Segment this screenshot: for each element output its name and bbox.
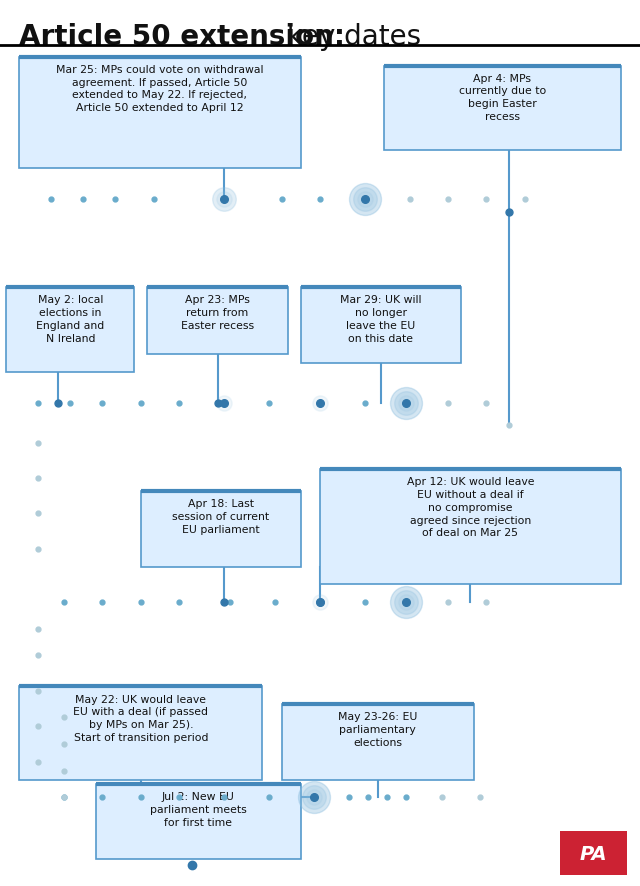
FancyBboxPatch shape — [560, 831, 627, 875]
Text: Apr 18: Last
session of current
EU parliament: Apr 18: Last session of current EU parli… — [172, 499, 269, 534]
FancyBboxPatch shape — [384, 66, 621, 151]
FancyBboxPatch shape — [320, 470, 621, 585]
Text: key dates: key dates — [278, 23, 422, 51]
FancyBboxPatch shape — [301, 288, 461, 363]
FancyBboxPatch shape — [96, 784, 301, 859]
Text: May 2: local
elections in
England and
N Ireland: May 2: local elections in England and N … — [36, 295, 104, 344]
FancyBboxPatch shape — [19, 687, 262, 780]
Text: May 23-26: EU
parliamentary
elections: May 23-26: EU parliamentary elections — [338, 711, 417, 747]
FancyBboxPatch shape — [147, 288, 288, 354]
Text: Apr 12: UK would leave
EU without a deal if
no compromise
agreed since rejection: Apr 12: UK would leave EU without a deal… — [406, 477, 534, 538]
FancyBboxPatch shape — [282, 704, 474, 780]
FancyBboxPatch shape — [19, 58, 301, 168]
Text: PA: PA — [580, 843, 607, 863]
Text: Mar 29: UK will
no longer
leave the EU
on this date: Mar 29: UK will no longer leave the EU o… — [340, 295, 422, 344]
FancyBboxPatch shape — [6, 288, 134, 372]
Text: Apr 23: MPs
return from
Easter recess: Apr 23: MPs return from Easter recess — [181, 295, 254, 330]
Text: Mar 25: MPs could vote on withdrawal
agreement. If passed, Article 50
extended t: Mar 25: MPs could vote on withdrawal agr… — [56, 65, 264, 113]
Text: Apr 4: MPs
currently due to
begin Easter
recess: Apr 4: MPs currently due to begin Easter… — [459, 74, 546, 122]
Text: Jul 2: New EU
parliament meets
for first time: Jul 2: New EU parliament meets for first… — [150, 791, 247, 827]
Text: Article 50 extension:: Article 50 extension: — [19, 23, 345, 51]
FancyBboxPatch shape — [141, 492, 301, 567]
Text: May 22: UK would leave
EU with a deal (if passed
by MPs on Mar 25).
Start of tra: May 22: UK would leave EU with a deal (i… — [74, 694, 208, 742]
